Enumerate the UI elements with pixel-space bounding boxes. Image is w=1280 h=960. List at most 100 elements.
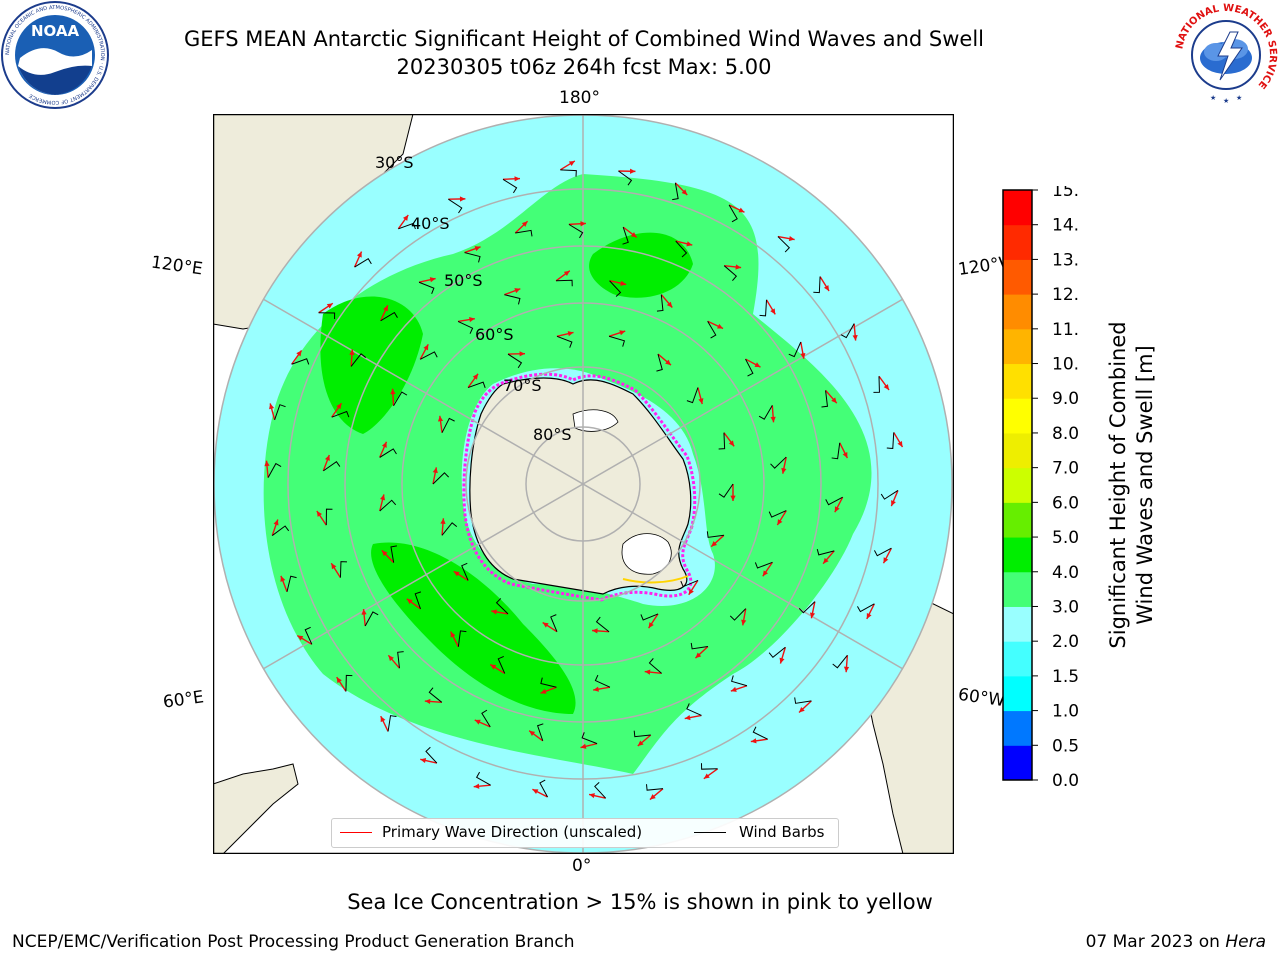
wind-barb [686, 387, 699, 404]
wind-barb [788, 341, 802, 358]
colorbar-label-line2: Wind Waves and Swell [m] [1133, 345, 1157, 625]
colorbar-tick-label: 1.0 [1052, 702, 1079, 722]
wind-barb [690, 642, 709, 650]
svg-text:★: ★ [1223, 97, 1229, 105]
wind-barb [556, 335, 573, 348]
wave-direction-arrowhead [843, 666, 850, 673]
legend-wave-direction-label: Primary Wave Direction (unscaled) [382, 823, 643, 841]
wave-direction-arrowhead [459, 196, 466, 202]
wind-barb [291, 358, 310, 365]
wave-direction-arrowhead [750, 738, 757, 744]
wave-direction-arrowhead [799, 706, 805, 713]
wind-barb [656, 294, 664, 312]
chart-subtitle: 20230305 t06z 264h fcst Max: 5.00 [396, 55, 772, 79]
wind-barb [504, 294, 521, 305]
wave-direction-arrowhead [779, 657, 785, 664]
wind-barb [723, 265, 738, 282]
wave-direction-arrowhead [540, 688, 547, 694]
wave-direction-arrowhead [834, 506, 840, 513]
wave-field-4-5m-a [320, 296, 423, 434]
wave-direction-arrowhead [620, 280, 627, 286]
wave-direction-arrowhead [738, 207, 745, 213]
wave-direction-arrowhead [686, 241, 693, 247]
wave-direction-arrowhead [390, 388, 396, 395]
wave-direction-arrowhead [402, 214, 409, 221]
wind-barb [398, 222, 416, 230]
wave-direction-arrowhead [491, 609, 498, 615]
svg-text:★: ★ [1236, 94, 1242, 102]
legend-wind-barbs-label: Wind Barbs [739, 823, 825, 841]
wave-direction-arrowhead [730, 495, 736, 501]
wave-direction-arrowhead [440, 518, 446, 524]
wind-barb [729, 608, 747, 621]
antarctic-wave-height-map: 30°S 40°S 50°S 60°S 70°S 80°S [213, 114, 954, 854]
wave-direction-arrowhead [781, 467, 787, 474]
wave-direction-arrowhead [490, 664, 497, 670]
noaa-text: NOAA [31, 22, 80, 40]
colorbar-tick-label: 0.5 [1052, 736, 1079, 756]
wave-direction-arrowhead [331, 563, 337, 570]
colorbar-tick-label: 2.0 [1052, 632, 1079, 652]
wave-direction-arrowhead [754, 362, 761, 368]
wave-direction-arrowhead [842, 452, 848, 459]
wind-barb [540, 677, 557, 688]
wave-direction-arrowhead [619, 330, 626, 336]
wind-barb [464, 252, 481, 263]
wind-barb [507, 353, 523, 369]
wave-direction-arrowhead [592, 628, 598, 634]
wave-direction-arrowhead [730, 686, 737, 692]
wave-direction-arrowhead [429, 277, 436, 283]
colorbar-tick-label: 10.0 [1052, 355, 1080, 375]
wind-barb [448, 198, 463, 214]
wave-direction-arrowhead [852, 334, 858, 341]
wave-direction-arrowhead [823, 557, 829, 564]
colorbar-bin [1003, 328, 1032, 365]
colorbar-bin [1003, 190, 1032, 226]
wind-barb [536, 723, 544, 742]
lon-label-0: 0° [572, 856, 592, 876]
wind-barb [609, 280, 622, 297]
wave-direction-arrowhead [521, 221, 528, 227]
wave-direction-arrowhead [648, 622, 654, 629]
wind-barb [825, 496, 843, 506]
wave-direction-arrowhead [728, 440, 735, 447]
wind-barb [271, 525, 290, 536]
wave-direction-arrowhead [831, 397, 837, 404]
wind-barb [700, 763, 718, 770]
wind-barb [758, 405, 773, 420]
wind-barb [323, 460, 341, 472]
sea-ice-high-concentration [622, 575, 689, 584]
lat-label-50s: 50°S [444, 271, 483, 290]
meridian-60e-120w [262, 298, 904, 670]
wind-barb [595, 616, 610, 633]
wind-barb [568, 223, 584, 239]
wind-barb [675, 240, 688, 258]
wind-barb [770, 456, 787, 469]
wave-direction-arrowhead [388, 655, 394, 662]
wave-direction-arrowhead [681, 189, 688, 196]
wave-direction-arrowhead [336, 403, 342, 410]
wind-barb [467, 381, 486, 389]
lat-label-60s: 60°S [475, 325, 514, 344]
wave-direction-arrowhead [473, 783, 480, 789]
wind-barb [648, 658, 662, 674]
wave-direction-arrowhead [891, 500, 896, 507]
wind-barb [414, 591, 422, 610]
colorbar-bin [1003, 294, 1032, 330]
wave-direction-arrowhead [356, 251, 362, 258]
colorbar-bin [1003, 537, 1032, 573]
wind-barb [594, 674, 611, 688]
lat-label-30s: 30°S [375, 153, 414, 172]
wind-barb [718, 432, 726, 450]
wind-barb [768, 510, 787, 518]
wave-direction-arrowhead [589, 793, 595, 799]
colorbar-bin [1003, 363, 1032, 399]
footer-credit: NCEP/EMC/Verification Post Processing Pr… [12, 932, 575, 952]
wind-barb [432, 472, 450, 485]
wind-barb [318, 312, 336, 319]
colorbar-label: Significant Height of Combined Wind Wave… [1106, 321, 1157, 648]
wave-direction-arrowhead [432, 467, 438, 474]
wave-direction-arrowhead [269, 403, 275, 410]
wave-direction-arrowhead [665, 359, 671, 366]
wave-direction-arrowhead [453, 571, 460, 577]
